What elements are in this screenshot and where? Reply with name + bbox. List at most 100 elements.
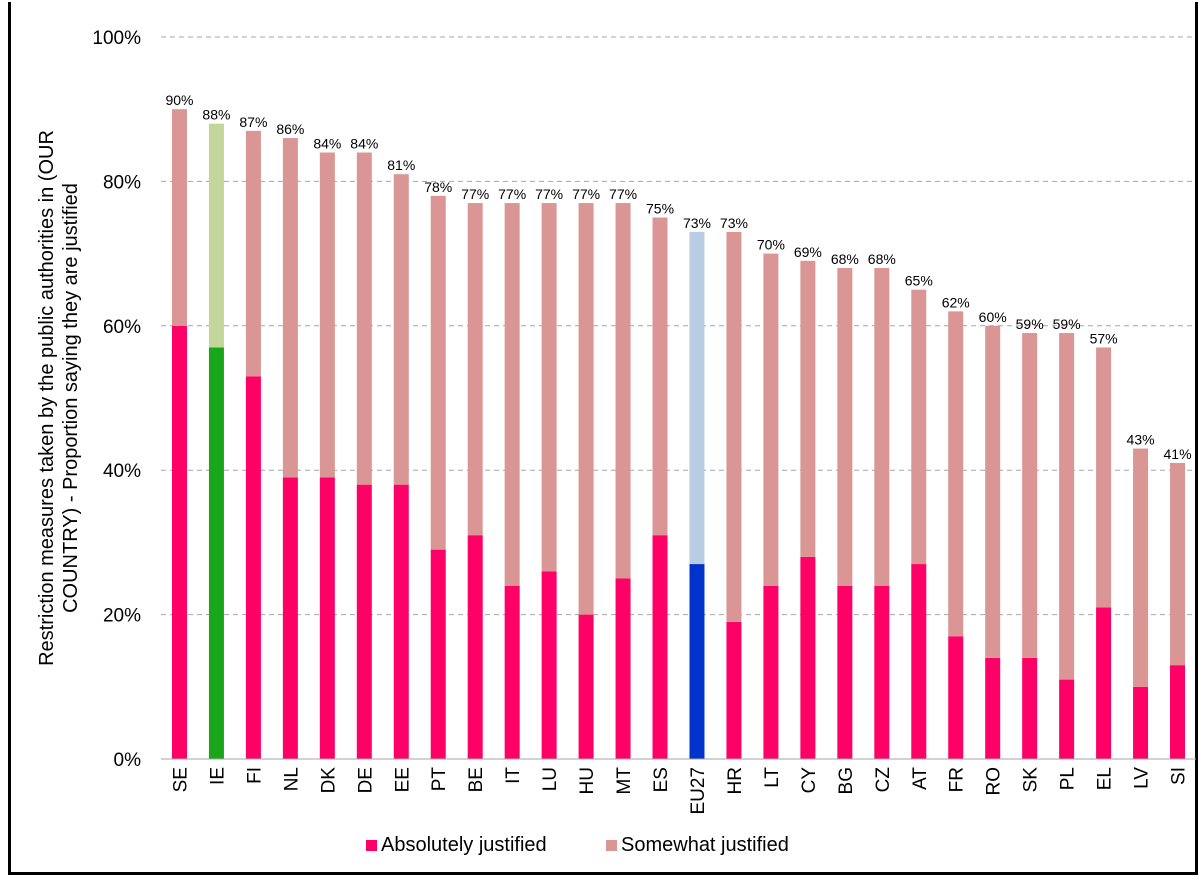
bar-absolutely-hu — [578, 614, 594, 759]
data-labels: 90% 88% 87% 86% 84% 84% 81% 78% 77% 77% 77% 77% 77% 7… — [165, 92, 1191, 462]
bar-absolutely-el — [1096, 607, 1112, 759]
data-label-cz: 68% — [868, 251, 896, 267]
bar-somewhat-hu — [578, 203, 594, 615]
bar-absolutely-cz — [874, 585, 890, 759]
bar-absolutely-fr — [948, 636, 964, 759]
y-axis-ticks: 0% 20% 40% 60% 80% 100% — [92, 28, 141, 771]
x-tick-label-sk: SK — [1021, 767, 1042, 793]
data-label-lu: 77% — [535, 186, 563, 202]
y-tick-label: 40% — [103, 461, 141, 482]
data-label-nl: 86% — [276, 121, 304, 137]
bar-somewhat-pl — [1059, 333, 1075, 680]
data-label-si: 41% — [1164, 446, 1192, 462]
legend: Absolutely justified Somewhat justified — [366, 834, 789, 856]
bar-absolutely-ro — [985, 657, 1001, 759]
bar-somewhat-be — [467, 203, 483, 536]
bar-somewhat-pt — [430, 195, 446, 550]
bar-absolutely-ie — [208, 347, 224, 759]
data-label-fi: 87% — [239, 114, 267, 130]
x-tick-label-fr: FR — [947, 767, 968, 792]
bar-somewhat-cz — [874, 268, 890, 586]
bar-somewhat-nl — [282, 138, 298, 478]
bar-absolutely-lu — [541, 571, 557, 759]
x-tick-label-cz: CZ — [873, 767, 894, 793]
bar-absolutely-lt — [763, 585, 779, 759]
x-tick-label-de: DE — [355, 767, 376, 793]
x-tick-label-cy: CY — [799, 767, 820, 794]
x-tick-label-hu: HU — [577, 767, 598, 794]
data-label-pt: 78% — [424, 179, 452, 195]
data-label-ie: 88% — [202, 107, 230, 123]
bar-somewhat-el — [1096, 347, 1112, 608]
bar-somewhat-de — [356, 152, 372, 485]
data-label-de: 84% — [350, 136, 378, 152]
x-tick-label-ee: EE — [392, 767, 413, 792]
data-label-se: 90% — [165, 92, 193, 108]
bars — [171, 109, 1186, 759]
bar-absolutely-fi — [245, 376, 261, 759]
x-axis-ticks: SE IE FI NL DK DE EE PT BE IT LU HU MT ES EU27 HR LT CY BG… — [170, 767, 1189, 815]
x-tick-label-dk: DK — [318, 767, 339, 794]
bar-somewhat-it — [504, 203, 520, 586]
bar-absolutely-sk — [1022, 657, 1038, 759]
chart-frame: 0% 20% 40% 60% 80% 100% 90% 88% 87% 86% 84% 84% 81%… — [8, 2, 1198, 875]
data-label-es: 75% — [646, 201, 674, 217]
x-tick-label-ro: RO — [984, 767, 1005, 796]
bar-somewhat-hr — [726, 231, 742, 622]
bar-absolutely-be — [467, 535, 483, 759]
data-label-ro: 60% — [979, 309, 1007, 325]
bar-somewhat-sk — [1022, 333, 1038, 658]
x-tick-label-fi: FI — [244, 767, 265, 784]
data-label-hu: 77% — [572, 186, 600, 202]
bar-somewhat-lt — [763, 253, 779, 586]
y-tick-label: 20% — [103, 606, 141, 627]
bar-somewhat-es — [652, 217, 668, 536]
y-tick-label: 0% — [114, 750, 142, 771]
bar-absolutely-pl — [1059, 679, 1075, 759]
x-tick-label-lu: LU — [540, 767, 561, 791]
bar-somewhat-eu27 — [689, 231, 705, 565]
data-label-hr: 73% — [720, 215, 748, 231]
bar-absolutely-at — [911, 564, 927, 759]
bar-somewhat-at — [911, 289, 927, 565]
data-label-lt: 70% — [757, 237, 785, 253]
x-tick-label-si: SI — [1169, 767, 1190, 785]
data-label-it: 77% — [498, 186, 526, 202]
data-label-cy: 69% — [794, 244, 822, 260]
x-tick-label-bg: BG — [836, 767, 857, 794]
bar-absolutely-mt — [615, 578, 631, 759]
legend-swatch-somewhat — [606, 840, 617, 851]
x-tick-label-ie: IE — [207, 767, 228, 785]
x-tick-label-lv: LV — [1132, 767, 1153, 789]
bar-absolutely-es — [652, 535, 668, 759]
x-tick-label-pt: PT — [429, 767, 450, 792]
legend-label-absolutely: Absolutely justified — [381, 834, 547, 856]
data-label-fr: 62% — [942, 294, 970, 310]
legend-label-somewhat: Somewhat justified — [621, 834, 789, 856]
x-tick-label-it: IT — [503, 767, 524, 784]
bar-absolutely-pt — [430, 549, 446, 759]
bar-somewhat-fi — [245, 130, 261, 377]
y-tick-label: 80% — [103, 172, 141, 193]
data-label-mt: 77% — [609, 186, 637, 202]
bar-absolutely-cy — [800, 556, 816, 759]
x-tick-label-el: EL — [1095, 767, 1116, 790]
x-tick-label-se: SE — [170, 767, 191, 792]
bar-somewhat-ro — [985, 325, 1001, 658]
bar-absolutely-se — [171, 325, 187, 759]
x-tick-label-lt: LT — [762, 767, 783, 788]
bar-somewhat-mt — [615, 203, 631, 579]
data-label-lv: 43% — [1127, 432, 1155, 448]
x-tick-label-mt: MT — [614, 767, 635, 795]
bar-absolutely-ee — [393, 484, 409, 759]
x-tick-label-es: ES — [651, 767, 672, 792]
bar-somewhat-ee — [393, 174, 409, 485]
data-label-ee: 81% — [387, 157, 415, 173]
bar-somewhat-bg — [837, 268, 853, 586]
bar-absolutely-lv — [1133, 686, 1149, 759]
data-label-pl: 59% — [1053, 316, 1081, 332]
data-label-sk: 59% — [1016, 316, 1044, 332]
y-tick-label: 60% — [103, 317, 141, 338]
x-tick-label-be: BE — [466, 767, 487, 792]
x-tick-label-at: AT — [910, 767, 931, 790]
